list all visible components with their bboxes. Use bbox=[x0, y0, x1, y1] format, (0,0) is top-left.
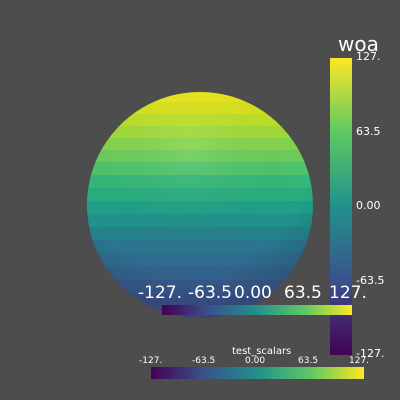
vertical-bar-label-max: 127. bbox=[356, 50, 381, 63]
horizontal-colorbar-small bbox=[151, 367, 364, 379]
horizontal-small-label-min: -127. bbox=[139, 356, 163, 366]
vertical-bar-label-lower: -63.5 bbox=[356, 274, 385, 287]
vertical-bar-title: woa bbox=[338, 32, 379, 56]
horizontal-small-title: test_scalars bbox=[232, 346, 292, 357]
horizontal-small-label-max: 127. bbox=[349, 356, 370, 366]
horizontal-large-label-max: 127. bbox=[329, 283, 367, 303]
horizontal-small-label-upper: 63.5 bbox=[298, 356, 319, 366]
horizontal-large-label-upper: 63.5 bbox=[284, 283, 322, 303]
horizontal-small-label-lower: -63.5 bbox=[192, 356, 216, 366]
vertical-bar-label-upper: 63.5 bbox=[356, 125, 381, 138]
horizontal-small-label-mid: 0.00 bbox=[245, 356, 266, 366]
horizontal-large-label-min: -127. bbox=[138, 283, 182, 303]
sphere bbox=[87, 92, 313, 318]
vertical-colorbar bbox=[330, 58, 352, 355]
horizontal-colorbar-large bbox=[162, 305, 352, 315]
vertical-bar-label-mid: 0.00 bbox=[356, 199, 381, 212]
horizontal-large-label-mid: 0.00 bbox=[234, 283, 272, 303]
vertical-bar-label-min: -127. bbox=[356, 347, 385, 360]
horizontal-large-label-lower: -63.5 bbox=[188, 283, 232, 303]
